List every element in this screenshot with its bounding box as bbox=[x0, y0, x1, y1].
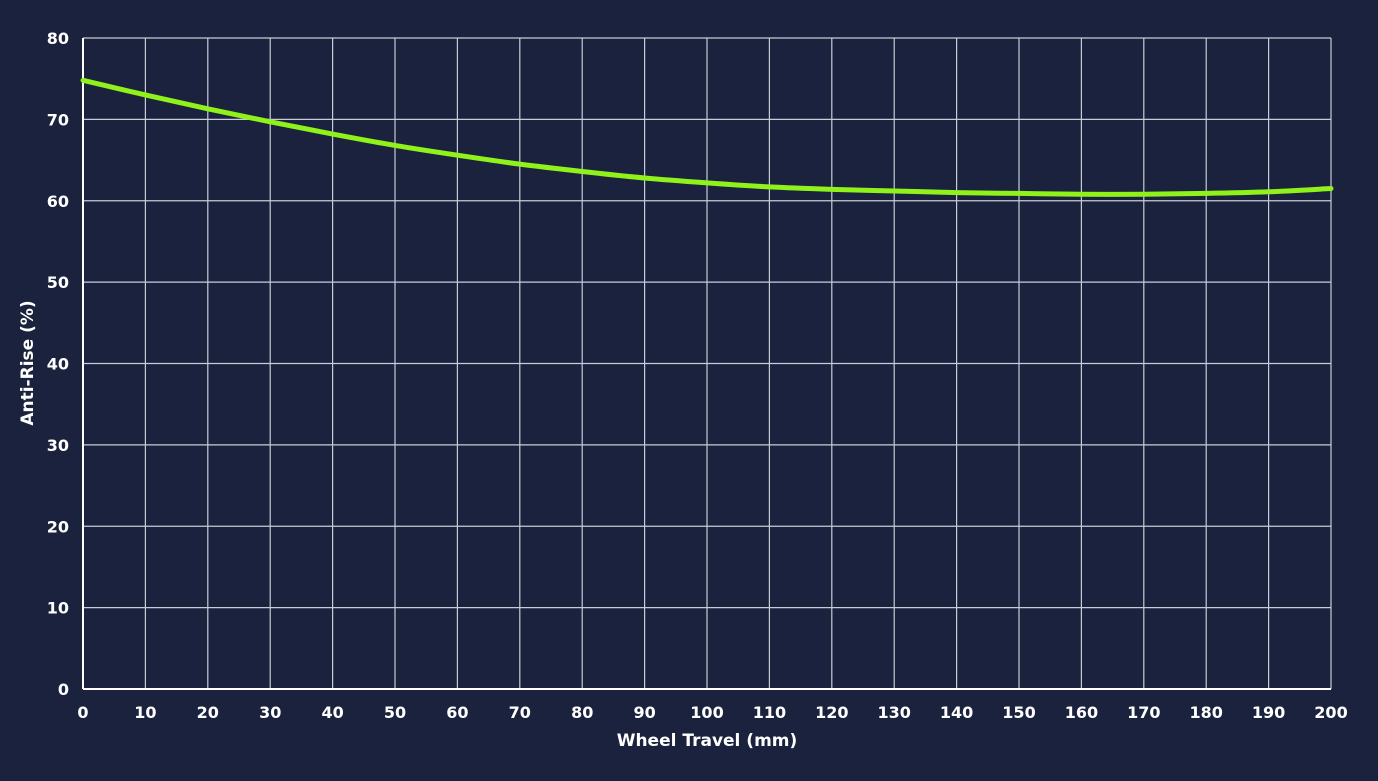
y-axis-title: Anti-Rise (%) bbox=[18, 300, 38, 425]
x-axis-title: Wheel Travel (mm) bbox=[617, 731, 798, 751]
series-line bbox=[80, 77, 1334, 197]
tick-labels: 0 10 20 30 40 50 60 70 80 90 100 110 120 130 140 150 160… bbox=[47, 29, 1348, 722]
x-tick-label: 10 bbox=[134, 703, 156, 722]
x-tick-label: 90 bbox=[633, 703, 655, 722]
y-tick-label: 80 bbox=[47, 29, 69, 48]
x-tick-label: 20 bbox=[197, 703, 219, 722]
x-tick-label: 80 bbox=[571, 703, 593, 722]
y-tick-label: 40 bbox=[47, 355, 69, 374]
y-tick-label: 30 bbox=[47, 436, 69, 455]
y-tick-label: 50 bbox=[47, 273, 69, 292]
x-tick-label: 50 bbox=[384, 703, 406, 722]
y-tick-label: 10 bbox=[47, 599, 69, 618]
x-tick-label: 130 bbox=[877, 703, 910, 722]
x-tick-label: 170 bbox=[1127, 703, 1160, 722]
x-tick-label: 180 bbox=[1189, 703, 1222, 722]
x-tick-label: 200 bbox=[1314, 703, 1347, 722]
x-tick-label: 140 bbox=[940, 703, 973, 722]
x-tick-label: 60 bbox=[446, 703, 468, 722]
x-tick-label: 150 bbox=[1002, 703, 1035, 722]
y-tick-label: 0 bbox=[58, 680, 69, 699]
series bbox=[80, 77, 1334, 197]
x-tick-label: 160 bbox=[1065, 703, 1098, 722]
x-tick-label: 70 bbox=[509, 703, 531, 722]
x-tick-label: 120 bbox=[815, 703, 848, 722]
x-tick-label: 110 bbox=[753, 703, 786, 722]
x-tick-label: 190 bbox=[1252, 703, 1285, 722]
x-tick-label: 30 bbox=[259, 703, 281, 722]
y-tick-label: 70 bbox=[47, 110, 69, 129]
grid bbox=[82, 37, 1332, 690]
x-tick-label: 40 bbox=[321, 703, 343, 722]
x-tick-label: 100 bbox=[690, 703, 723, 722]
y-tick-label: 60 bbox=[47, 192, 69, 211]
x-tick-label: 0 bbox=[77, 703, 88, 722]
y-tick-label: 20 bbox=[47, 517, 69, 536]
axes bbox=[82, 38, 1331, 690]
